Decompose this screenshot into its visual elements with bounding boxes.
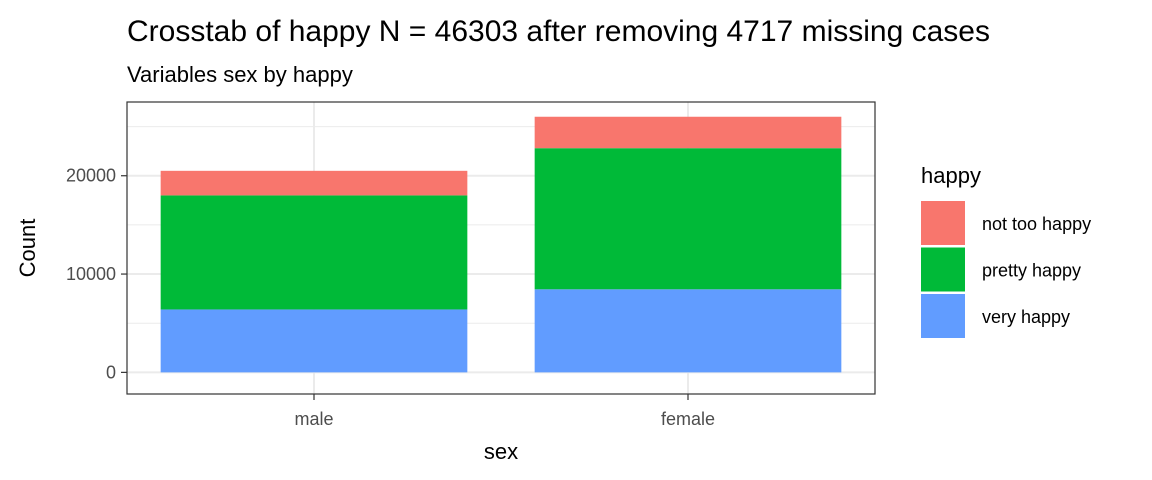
y-tick-label: 20000 bbox=[66, 166, 116, 186]
bar-female-not-too-happy bbox=[534, 116, 842, 149]
panel-border bbox=[126, 101, 876, 395]
legend: happy not too happy pretty happy very happ… bbox=[921, 163, 1091, 338]
legend-key-pretty-happy bbox=[921, 247, 965, 292]
y-tick-label: 10000 bbox=[66, 264, 116, 284]
y-axis-ticks: 0 10000 20000 bbox=[66, 166, 127, 382]
y-tick-label: 0 bbox=[106, 362, 116, 382]
bar-male-very-happy bbox=[160, 309, 468, 373]
x-axis-ticks: male female bbox=[294, 394, 715, 429]
bar-male-pretty-happy bbox=[160, 195, 468, 310]
x-axis-title: sex bbox=[484, 439, 518, 464]
x-tick-label: male bbox=[294, 409, 333, 429]
plot-panel: 0 10000 20000 male female bbox=[66, 101, 876, 429]
bar-male-not-too-happy bbox=[160, 170, 468, 196]
legend-label: very happy bbox=[982, 307, 1070, 327]
legend-title: happy bbox=[921, 163, 981, 188]
bar-female-pretty-happy bbox=[534, 148, 842, 290]
legend-key-very-happy bbox=[921, 294, 965, 338]
legend-label: pretty happy bbox=[982, 261, 1081, 281]
bars bbox=[160, 116, 842, 373]
x-tick-label: female bbox=[661, 409, 715, 429]
legend-label: not too happy bbox=[982, 214, 1091, 234]
chart-title: Crosstab of happy N = 46303 after removi… bbox=[127, 15, 990, 48]
y-axis-title: Count bbox=[15, 219, 40, 278]
legend-key-not-too-happy bbox=[921, 201, 965, 245]
bar-female-very-happy bbox=[534, 289, 842, 373]
chart-subtitle: Variables sex by happy bbox=[127, 62, 353, 87]
